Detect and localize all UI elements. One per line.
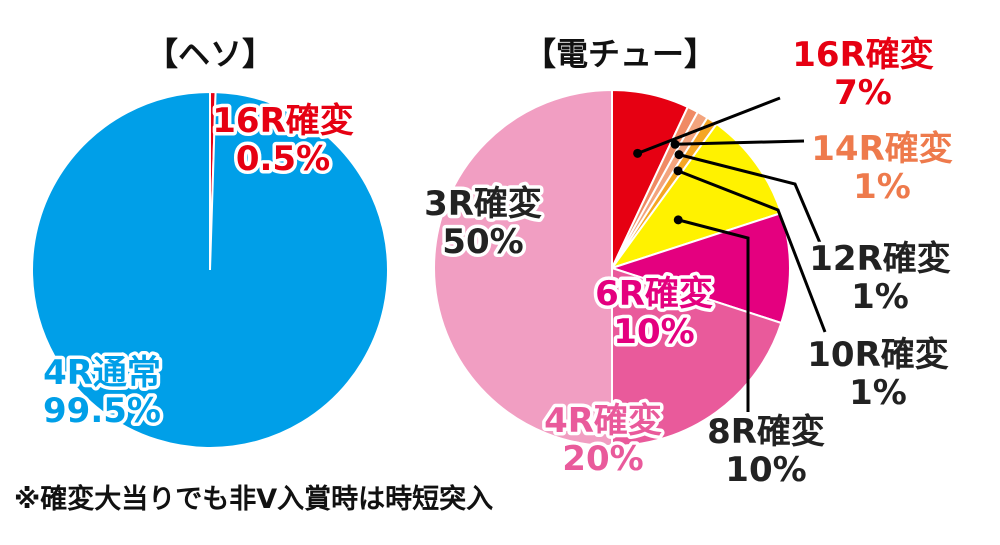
denchu-pct-label-0: 7% — [834, 73, 892, 113]
leader-line-2 — [678, 153, 825, 251]
pie-heso — [31, 90, 389, 449]
heso-pct-label-0: 0.5% — [236, 139, 330, 179]
heso-label-1: 4R通常 — [43, 353, 161, 393]
denchu-label-3: 10R確変 — [807, 335, 949, 375]
denchu-label-5: 6R確変 — [595, 274, 713, 314]
denchu-label-0: 16R確変 — [792, 35, 934, 75]
denchu-pct-label-5: 10% — [613, 312, 694, 352]
denchu-label-4: 8R確変 — [707, 412, 825, 452]
heso-pct-label-1: 99.5% — [43, 391, 161, 431]
leader-dot-1 — [670, 139, 680, 149]
denchu-pct-label-1: 1% — [853, 167, 911, 207]
denchu-pct-label-3: 1% — [849, 373, 907, 413]
footnote: ※確変大当りでも非V入賞時は時短突入 — [14, 483, 493, 515]
slice-labels: 16R確変0.5%4R通常99.5%16R確変7%14R確変1%12R確変1%1… — [40, 32, 957, 494]
denchu-pct-label-7: 50% — [442, 222, 523, 262]
leader-dot-0 — [633, 148, 643, 158]
leader-dot-2 — [674, 150, 684, 160]
leader-line-3 — [677, 169, 827, 333]
denchu-pct-label-4: 10% — [725, 450, 806, 490]
denchu-label-2: 12R確変 — [809, 239, 951, 279]
leader-dot-4 — [673, 215, 683, 225]
leader-line-1 — [674, 139, 805, 146]
heso-label-0: 16R確変 — [212, 101, 354, 141]
denchu-pct-label-6: 20% — [562, 439, 643, 479]
denchu-label-7: 3R確変 — [424, 184, 542, 224]
pie-title-heso: 【ヘソ】 — [146, 35, 274, 73]
denchu-slice-6 — [611, 266, 783, 448]
denchu-slice-5 — [608, 211, 791, 325]
denchu-slice-4 — [609, 122, 783, 270]
heso-slice-1 — [31, 90, 389, 449]
pie-title-denchu: 【電チュー】 — [524, 35, 716, 73]
denchu-slice-7 — [433, 88, 613, 448]
denchu-pct-label-2: 1% — [851, 277, 909, 317]
leader-lines — [633, 96, 827, 412]
denchu-label-1: 14R確変 — [811, 129, 953, 169]
leader-line-0 — [637, 96, 781, 155]
leader-line-4 — [677, 218, 750, 412]
pie-denchu — [433, 88, 791, 448]
leader-dot-3 — [673, 166, 683, 176]
denchu-label-6: 4R確変 — [544, 401, 662, 441]
